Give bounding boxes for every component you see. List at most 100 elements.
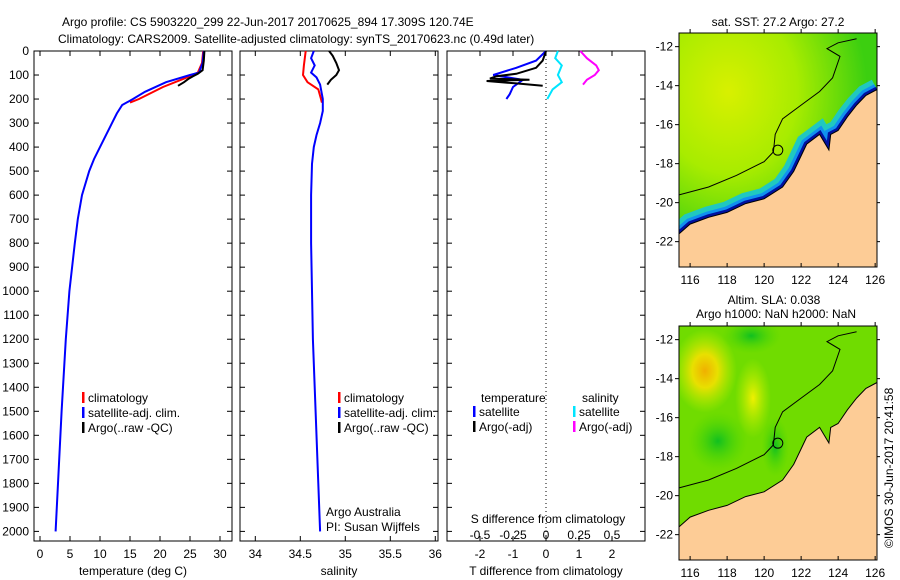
legend-label: Argo(-adj) — [479, 420, 532, 434]
x-tick-label: 34 — [249, 547, 263, 561]
isobath-line — [679, 38, 857, 196]
salinity-panel: 34 34.5 35 35.5 36 climatologysatellite-adj. … — [239, 50, 443, 561]
legend-label: satellite-adj. clim. — [88, 406, 180, 420]
x-tick-label: 30 — [213, 547, 227, 561]
lon-tick-label: 116 — [681, 273, 700, 287]
xlabel-salinity: salinity — [321, 564, 358, 578]
map-frame — [678, 32, 878, 268]
lon-tick-label: 126 — [865, 566, 885, 580]
x-tick-label: 5 — [67, 547, 74, 561]
lat-tick-label: -22 — [656, 528, 674, 542]
y-tick-label: 1200 — [2, 332, 29, 346]
x2-tick-label: -0.5 — [470, 528, 491, 542]
land-mask — [679, 381, 877, 560]
lat-tick-label: -18 — [656, 450, 674, 464]
x-tick-label: 0 — [543, 547, 550, 561]
profile-location-marker — [772, 144, 784, 156]
legend-label: climatology — [88, 391, 148, 405]
sla-map-subtitle: Argo h1000: NaN h2000: NaN — [696, 307, 856, 321]
sla-map-panel: 116 118 120 122 124 126 -12 -14 -16 -18 -20 -22 — [656, 322, 885, 580]
y-tick-label: 800 — [9, 236, 29, 250]
xlabel-s-difference: S difference from climatology — [471, 512, 626, 526]
y-tick-label: 1500 — [2, 404, 29, 418]
lon-tick-label: 122 — [791, 273, 811, 287]
sst-map-title: sat. SST: 27.2 Argo: 27.2 — [712, 15, 845, 29]
legend-label: satellite — [479, 405, 520, 419]
lon-tick-label: 122 — [791, 566, 811, 580]
sla-low-anomaly — [687, 411, 748, 472]
x-tick-label: 36 — [429, 547, 443, 561]
lon-tick-label: 118 — [718, 273, 737, 287]
lat-tick-label: -20 — [656, 196, 674, 210]
lat-tick-label: -12 — [656, 333, 674, 347]
legend-label: satellite-adj. clim. — [344, 406, 436, 420]
isobath-line — [679, 331, 857, 489]
x2-tick-label: 0 — [543, 528, 550, 542]
series-line-argo-raw-qc- — [326, 50, 341, 86]
x-tick-label: 15 — [123, 547, 137, 561]
x-tick-label: 0 — [37, 547, 44, 561]
plot-frame — [33, 50, 233, 542]
lon-tick-label: 124 — [828, 273, 848, 287]
map-content — [679, 326, 877, 560]
y-tick-label: 1700 — [2, 452, 29, 466]
credit-timestamp: ©IMOS 30-Jun-2017 20:41:58 — [882, 387, 896, 548]
map-content — [679, 33, 877, 267]
lat-tick-label: -16 — [656, 411, 674, 425]
sla-low-anomaly — [721, 326, 782, 354]
title-line-1: Argo profile: CS 5903220_299 22-Jun-2017… — [62, 15, 474, 29]
series-line-t-argo-adj- — [486, 50, 547, 87]
sst-map-panel: 116 118 120 122 124 126 -12 -14 -16 -18 -20 -22 — [656, 29, 885, 287]
y-tick-label: 1600 — [2, 428, 29, 442]
map-frame — [678, 325, 878, 561]
x2-tick-label: 0.25 — [567, 528, 591, 542]
y-tick-label: 600 — [9, 188, 29, 202]
xlabel-temperature: temperature (deg C) — [79, 564, 187, 578]
y-tick-label: 1800 — [2, 476, 29, 490]
legend-swatch — [82, 422, 85, 433]
y-tick-label: 1900 — [2, 500, 29, 514]
series-line-s-satellite — [546, 50, 564, 100]
lat-tick-label: -20 — [656, 489, 674, 503]
x-tick-label: -1 — [508, 547, 519, 561]
x-tick-label: 35 — [339, 547, 353, 561]
legend-swatch — [338, 422, 341, 433]
series-line-s-argo-adj- — [579, 50, 601, 86]
legend-swatch — [82, 392, 85, 403]
x2-tick-label: -0.25 — [499, 528, 527, 542]
lat-tick-label: -22 — [656, 235, 674, 249]
y-tick-label: 1000 — [2, 284, 29, 298]
sla-high-anomaly — [679, 328, 737, 413]
xlabel-t-difference: T difference from climatology — [469, 564, 623, 578]
annotation-argo-australia: Argo Australia — [326, 505, 401, 519]
legend-label: Argo(-adj) — [579, 420, 632, 434]
series-line-t-satellite — [492, 50, 547, 100]
x-tick-label: 25 — [183, 547, 197, 561]
legend-label: satellite — [579, 405, 620, 419]
y-tick-label: 400 — [9, 140, 29, 154]
lat-tick-label: -14 — [656, 372, 674, 386]
lat-tick-label: -14 — [656, 79, 674, 93]
legend-swatch — [338, 392, 341, 403]
y-tick-label: 200 — [9, 92, 29, 106]
y-tick-label: 1300 — [2, 356, 29, 370]
profile-location-marker — [772, 437, 784, 449]
legend-title-temperature: temperature — [481, 391, 546, 405]
lon-tick-label: 118 — [718, 566, 737, 580]
sla-map-title: Altim. SLA: 0.038 — [728, 293, 821, 307]
lon-tick-label: 120 — [754, 566, 774, 580]
legend-title-salinity: salinity — [582, 391, 619, 405]
x-tick-label: 10 — [93, 547, 107, 561]
series-line-satellite-adj-clim- — [54, 50, 205, 532]
legend-swatch — [573, 406, 576, 417]
y-tick-label: 1400 — [2, 380, 29, 394]
lat-tick-label: -12 — [656, 40, 674, 54]
legend-swatch — [573, 421, 576, 432]
plot-frame — [239, 50, 439, 542]
legend-swatch — [473, 406, 476, 417]
y-tick-label: 700 — [9, 212, 29, 226]
lon-tick-label: 124 — [828, 566, 848, 580]
lat-tick-label: -16 — [656, 118, 674, 132]
lat-tick-label: -18 — [656, 157, 674, 171]
